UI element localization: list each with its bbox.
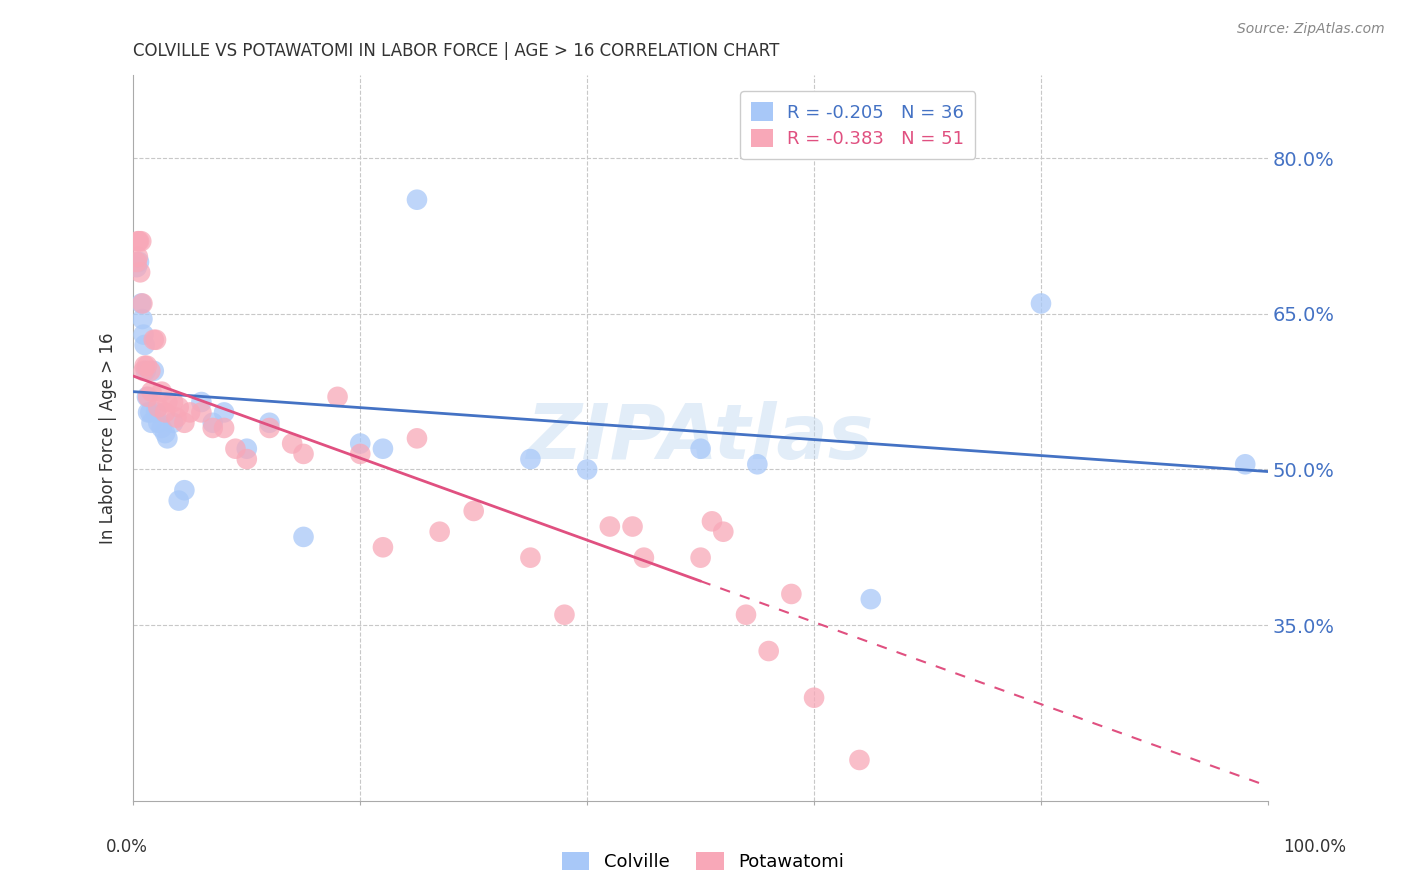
- Point: [129, 234, 152, 248]
- Point: [136, 405, 159, 419]
- Point: [134, 359, 156, 373]
- Point: [689, 442, 711, 456]
- Text: 100.0%: 100.0%: [1284, 838, 1346, 856]
- Point: [179, 405, 201, 419]
- Point: [131, 312, 153, 326]
- Point: [128, 234, 150, 248]
- Point: [165, 410, 187, 425]
- Point: [1234, 457, 1257, 471]
- Point: [142, 333, 165, 347]
- Point: [136, 359, 159, 373]
- Point: [136, 390, 159, 404]
- Point: [406, 431, 429, 445]
- Point: [153, 405, 176, 419]
- Point: [131, 296, 153, 310]
- Point: [167, 401, 190, 415]
- Point: [576, 462, 599, 476]
- Point: [689, 550, 711, 565]
- Point: [371, 442, 394, 456]
- Point: [406, 193, 429, 207]
- Point: [153, 426, 176, 441]
- Text: COLVILLE VS POTAWATOMI IN LABOR FORCE | AGE > 16 CORRELATION CHART: COLVILLE VS POTAWATOMI IN LABOR FORCE | …: [134, 42, 780, 60]
- Point: [463, 504, 485, 518]
- Point: [700, 514, 723, 528]
- Point: [519, 550, 541, 565]
- Text: ZIPAtlas: ZIPAtlas: [527, 401, 875, 475]
- Point: [139, 405, 162, 419]
- Point: [212, 421, 235, 435]
- Point: [167, 493, 190, 508]
- Point: [519, 452, 541, 467]
- Point: [145, 333, 167, 347]
- Point: [173, 416, 195, 430]
- Point: [190, 395, 212, 409]
- Point: [553, 607, 575, 622]
- Legend: R = -0.205   N = 36, R = -0.383   N = 51: R = -0.205 N = 36, R = -0.383 N = 51: [741, 92, 976, 159]
- Point: [129, 265, 152, 279]
- Point: [259, 421, 281, 435]
- Point: [292, 530, 315, 544]
- Text: 0.0%: 0.0%: [105, 838, 148, 856]
- Point: [711, 524, 734, 539]
- Point: [735, 607, 758, 622]
- Point: [326, 390, 349, 404]
- Point: [371, 541, 394, 555]
- Point: [236, 452, 259, 467]
- Point: [156, 395, 179, 409]
- Point: [747, 457, 769, 471]
- Point: [201, 421, 224, 435]
- Point: [212, 405, 235, 419]
- Point: [1029, 296, 1052, 310]
- Point: [599, 519, 621, 533]
- Point: [162, 416, 184, 430]
- Point: [150, 421, 173, 435]
- Legend: Colville, Potawatomi: Colville, Potawatomi: [555, 845, 851, 879]
- Point: [162, 395, 184, 409]
- Point: [125, 255, 148, 269]
- Point: [145, 405, 167, 419]
- Point: [125, 260, 148, 274]
- Point: [136, 390, 159, 404]
- Point: [201, 416, 224, 430]
- Y-axis label: In Labor Force | Age > 16: In Labor Force | Age > 16: [100, 333, 117, 544]
- Point: [859, 592, 882, 607]
- Point: [141, 416, 163, 430]
- Point: [803, 690, 825, 705]
- Point: [349, 447, 371, 461]
- Point: [128, 255, 150, 269]
- Point: [132, 327, 155, 342]
- Point: [127, 234, 149, 248]
- Point: [429, 524, 451, 539]
- Point: [633, 550, 655, 565]
- Point: [848, 753, 870, 767]
- Point: [141, 384, 163, 399]
- Point: [224, 442, 246, 456]
- Point: [142, 364, 165, 378]
- Point: [139, 364, 162, 378]
- Point: [134, 338, 156, 352]
- Point: [148, 416, 170, 430]
- Point: [236, 442, 259, 456]
- Point: [156, 431, 179, 445]
- Point: [758, 644, 780, 658]
- Point: [150, 384, 173, 399]
- Point: [621, 519, 644, 533]
- Point: [135, 364, 157, 378]
- Point: [349, 436, 371, 450]
- Point: [190, 405, 212, 419]
- Point: [148, 401, 170, 415]
- Point: [780, 587, 803, 601]
- Point: [127, 250, 149, 264]
- Point: [259, 416, 281, 430]
- Point: [292, 447, 315, 461]
- Point: [129, 296, 152, 310]
- Point: [281, 436, 304, 450]
- Point: [132, 364, 155, 378]
- Point: [173, 483, 195, 498]
- Text: Source: ZipAtlas.com: Source: ZipAtlas.com: [1237, 22, 1385, 37]
